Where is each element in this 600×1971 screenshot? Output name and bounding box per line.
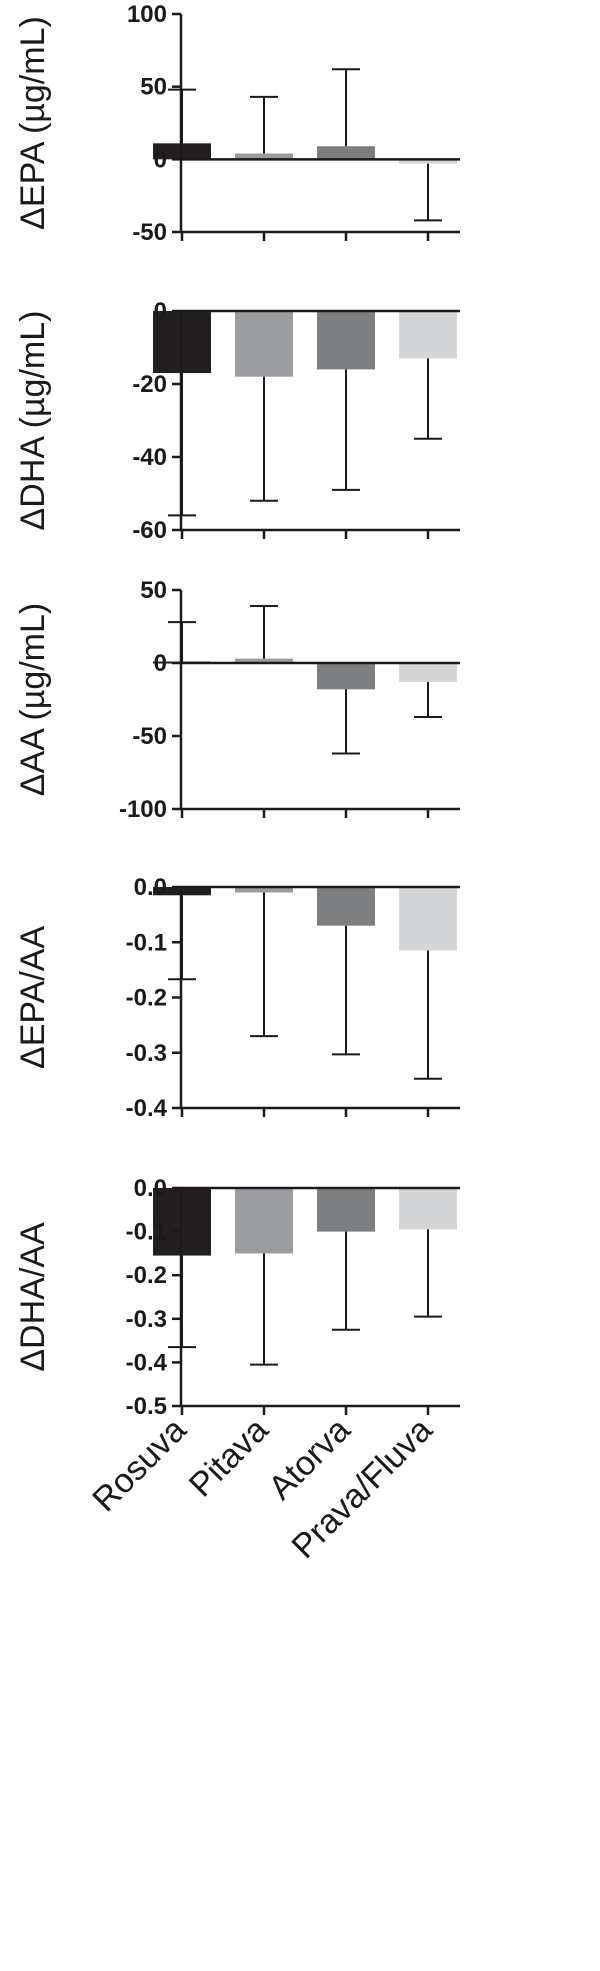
y-tick-label: -60 xyxy=(132,517,167,544)
y-tick-label: 0 xyxy=(154,650,167,677)
bar-prava-fluva xyxy=(399,311,457,359)
bar-atorva xyxy=(317,1188,375,1232)
y-axis-title: ΔDHA/AA xyxy=(14,1222,52,1372)
y-tick-label: -0.3 xyxy=(126,1040,167,1067)
y-tick-label: -0.2 xyxy=(126,985,167,1012)
y-tick-label: -50 xyxy=(132,723,167,750)
bar-pitava xyxy=(235,1188,293,1254)
bar-pitava xyxy=(235,153,293,160)
y-tick-label: 0 xyxy=(154,298,167,325)
chart-panel-4: -0.4 -0.3 -0.2 -0.1 0.0 ΔEPA/AA xyxy=(14,874,460,1122)
y-tick-label: -0.2 xyxy=(126,1262,167,1289)
y-axis-title: ΔDHA (µg/mL) xyxy=(14,311,52,531)
bar-pitava xyxy=(235,658,293,663)
y-tick-label: -0.5 xyxy=(126,1393,167,1420)
bar-prava-fluva xyxy=(399,159,457,164)
y-tick-label: -0.1 xyxy=(126,929,167,956)
x-category-label-pitava: Pitava xyxy=(182,1411,276,1505)
y-axis-title: ΔEPA/AA xyxy=(14,926,52,1069)
chart-panel-2: -60 -40 -20 0 ΔDHA (µg/mL) xyxy=(14,298,460,544)
bar-atorva xyxy=(317,663,375,690)
bar-atorva xyxy=(317,146,375,160)
y-tick-label: -40 xyxy=(132,444,167,471)
chart-panels: -50 0 50 100 ΔEPA (µg/mL) -60 -40 -20 0 ΔDHA (µg/… xyxy=(14,1,460,1420)
bar-atorva xyxy=(317,311,375,370)
y-tick-label: -100 xyxy=(119,796,167,823)
y-tick-label: -20 xyxy=(132,371,167,398)
y-axis-title: ΔAA (µg/mL) xyxy=(14,603,52,796)
bar-atorva xyxy=(317,887,375,926)
chart-panel-3: -100 -50 0 50 ΔAA (µg/mL) xyxy=(14,577,460,823)
x-category-label-rosuva: Rosuva xyxy=(85,1411,193,1519)
y-tick-label: 50 xyxy=(140,74,167,101)
y-tick-label: -0.4 xyxy=(126,1095,168,1122)
y-tick-label: -0.1 xyxy=(126,1219,167,1246)
y-tick-label: 100 xyxy=(127,1,167,28)
bar-prava-fluva xyxy=(399,887,457,951)
y-tick-label: -50 xyxy=(132,219,167,246)
bar-prava-fluva xyxy=(399,1188,457,1230)
bar-pitava xyxy=(235,311,293,377)
y-tick-label: 0 xyxy=(154,146,167,173)
y-tick-label: 50 xyxy=(140,577,167,604)
bar-prava-fluva xyxy=(399,663,457,682)
y-tick-label: 0.0 xyxy=(134,874,167,901)
y-tick-label: -0.4 xyxy=(126,1349,168,1376)
y-tick-label: -0.3 xyxy=(126,1306,167,1333)
y-tick-label: 0.0 xyxy=(134,1175,167,1202)
bar-pitava xyxy=(235,887,293,893)
chart-panel-1: -50 0 50 100 ΔEPA (µg/mL) xyxy=(14,1,460,246)
chart-panel-5: -0.5 -0.4 -0.3 -0.2 -0.1 0.0 ΔDHA/AA xyxy=(14,1175,460,1420)
y-axis-title: ΔEPA (µg/mL) xyxy=(14,16,52,230)
